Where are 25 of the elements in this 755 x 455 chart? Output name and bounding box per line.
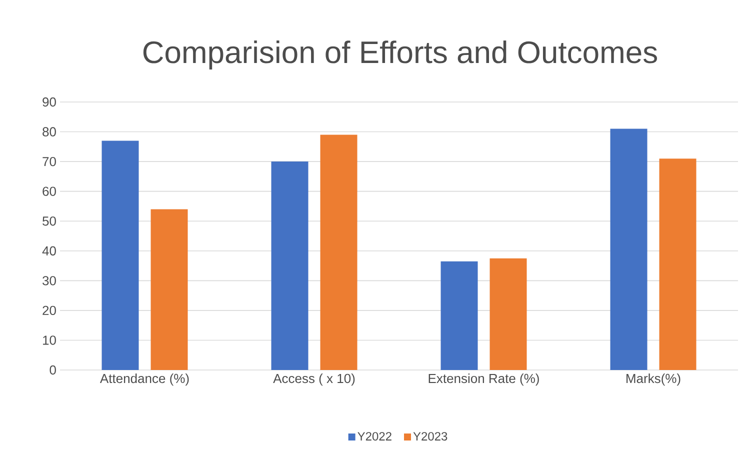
legend-label: Y2023	[413, 432, 448, 441]
bar	[102, 140, 139, 370]
bar	[659, 158, 696, 370]
y-tick-label: 90	[42, 97, 56, 107]
bar	[320, 134, 358, 370]
x-tick-label: Marks(%)	[626, 374, 680, 386]
y-tick-label: 60	[42, 186, 56, 196]
legend-label: Y2022	[358, 432, 392, 441]
chart-title: Comparision of Efforts and Outcomes	[143, 40, 657, 70]
y-tick-label: 80	[42, 127, 56, 136]
x-tick-label: Access ( x 10)	[273, 374, 355, 386]
y-tick-label: 70	[42, 156, 56, 166]
x-tick-label: Attendance (%)	[100, 374, 189, 386]
x-tick-label: Extension Rate (%)	[428, 374, 539, 386]
bar	[490, 258, 527, 370]
y-tick-label: 50	[42, 216, 56, 226]
y-tick-label: 30	[42, 276, 56, 286]
y-tick-label: 40	[42, 246, 56, 256]
y-tick-label: 20	[42, 306, 56, 316]
bar	[440, 261, 478, 370]
y-tick-label: 10	[43, 336, 56, 345]
bar	[150, 209, 188, 370]
y-tick-label: 0	[50, 365, 56, 375]
bar	[610, 128, 648, 370]
bar	[271, 162, 308, 370]
